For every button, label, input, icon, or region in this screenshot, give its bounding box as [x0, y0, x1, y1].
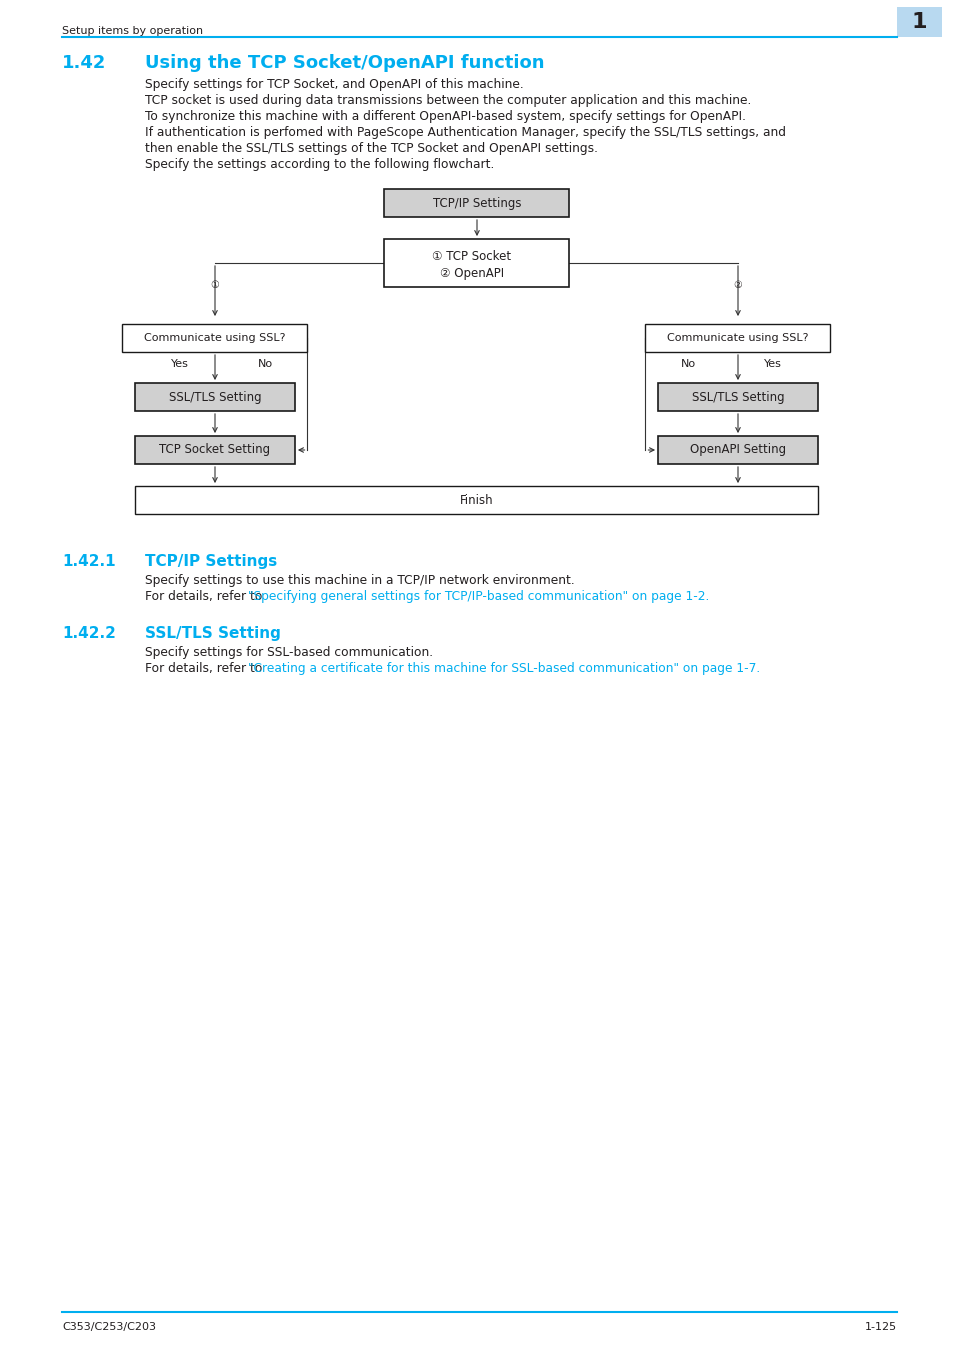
Text: Finish: Finish [459, 494, 493, 506]
Bar [645, 324, 830, 352]
Text: No: No [679, 359, 695, 369]
Text: Specify settings to use this machine in a TCP/IP network environment.: Specify settings to use this machine in … [145, 574, 574, 587]
Text: 1.42.2: 1.42.2 [62, 626, 115, 641]
Bar [384, 239, 569, 288]
Text: If authentication is perfomed with PageScope Authentication Manager, specify the: If authentication is perfomed with PageS… [145, 126, 785, 139]
Bar [135, 486, 817, 514]
Text: TCP Socket Setting: TCP Socket Setting [159, 444, 271, 456]
Text: ②: ② [733, 279, 741, 290]
Text: Specify settings for SSL-based communication.: Specify settings for SSL-based communica… [145, 647, 433, 659]
Text: TCP/IP Settings: TCP/IP Settings [433, 197, 520, 209]
Bar [384, 189, 569, 217]
Text: Yes: Yes [763, 359, 781, 369]
Bar [658, 383, 817, 410]
Text: 1-125: 1-125 [864, 1322, 896, 1332]
Text: No: No [257, 359, 273, 369]
Text: Setup items by operation: Setup items by operation [62, 26, 203, 36]
Text: 1: 1 [910, 12, 925, 32]
Bar [122, 324, 307, 352]
Bar [658, 436, 817, 464]
Bar [135, 383, 294, 410]
Text: "Creating a certificate for this machine for SSL-based communication" on page 1-: "Creating a certificate for this machine… [248, 662, 760, 675]
Text: SSL/TLS Setting: SSL/TLS Setting [145, 626, 280, 641]
Text: Specify the settings according to the following flowchart.: Specify the settings according to the fo… [145, 158, 494, 171]
Text: 1.42.1: 1.42.1 [62, 554, 115, 568]
Text: Communicate using SSL?: Communicate using SSL? [666, 333, 808, 343]
Text: For details, refer to: For details, refer to [145, 662, 266, 675]
Text: C353/C253/C203: C353/C253/C203 [62, 1322, 156, 1332]
Text: then enable the SSL/TLS settings of the TCP Socket and OpenAPI settings.: then enable the SSL/TLS settings of the … [145, 142, 598, 155]
Text: Yes: Yes [171, 359, 189, 369]
Text: Communicate using SSL?: Communicate using SSL? [144, 333, 286, 343]
Text: SSL/TLS Setting: SSL/TLS Setting [169, 390, 261, 404]
Bar [135, 436, 294, 464]
Bar [896, 7, 941, 36]
Text: ② OpenAPI: ② OpenAPI [439, 266, 503, 279]
Text: "Specifying general settings for TCP/IP-based communication" on page 1-2.: "Specifying general settings for TCP/IP-… [248, 590, 709, 603]
Text: ①: ① [211, 279, 219, 290]
Text: OpenAPI Setting: OpenAPI Setting [689, 444, 785, 456]
Text: For details, refer to: For details, refer to [145, 590, 266, 603]
Text: TCP/IP Settings: TCP/IP Settings [145, 554, 277, 568]
Text: SSL/TLS Setting: SSL/TLS Setting [691, 390, 783, 404]
Text: To synchronize this machine with a different OpenAPI-based system, specify setti: To synchronize this machine with a diffe… [145, 109, 745, 123]
Text: ① TCP Socket: ① TCP Socket [432, 251, 511, 263]
Text: Using the TCP Socket/OpenAPI function: Using the TCP Socket/OpenAPI function [145, 54, 544, 72]
Text: TCP socket is used during data transmissions between the computer application an: TCP socket is used during data transmiss… [145, 95, 751, 107]
Text: Specify settings for TCP Socket, and OpenAPI of this machine.: Specify settings for TCP Socket, and Ope… [145, 78, 523, 90]
Text: 1.42: 1.42 [62, 54, 107, 72]
